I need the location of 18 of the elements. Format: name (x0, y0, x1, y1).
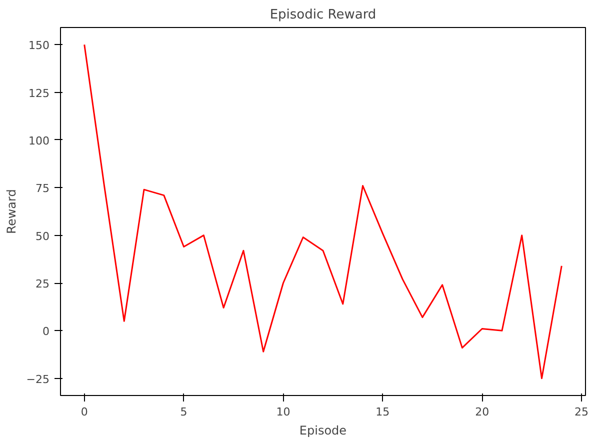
y-tick-label: −25 (26, 372, 50, 386)
x-tick-label: 15 (376, 406, 390, 418)
y-axis-title: Reward (4, 189, 18, 234)
y-tick-label: 0 (42, 325, 50, 338)
line-series (84, 44, 562, 380)
x-tick-label: 0 (80, 406, 88, 418)
y-tick-label: 150 (28, 39, 50, 52)
x-tick-label: 20 (475, 406, 490, 418)
x-tick-label: 25 (574, 406, 589, 418)
x-tick-label: 10 (276, 406, 290, 418)
y-tick-label: 125 (28, 86, 50, 100)
y-tick-label: 50 (36, 230, 50, 243)
y-tick-label: 25 (36, 278, 50, 291)
x-tick-label: 5 (180, 406, 188, 418)
y-tick-label: 100 (28, 134, 50, 148)
chart-title: Episodic Reward (270, 8, 376, 22)
y-tick-label: 75 (36, 182, 50, 196)
x-axis-title: Episode (299, 424, 347, 438)
